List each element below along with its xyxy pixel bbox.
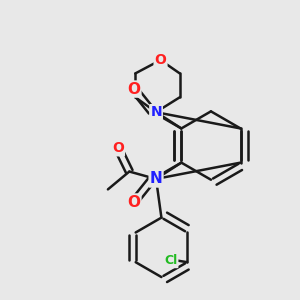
Text: N: N (150, 172, 162, 187)
Text: O: O (128, 194, 140, 209)
Text: N: N (150, 105, 162, 119)
Text: O: O (154, 53, 166, 67)
Text: O: O (112, 141, 124, 155)
Text: O: O (128, 82, 140, 97)
Text: Cl: Cl (164, 254, 177, 267)
